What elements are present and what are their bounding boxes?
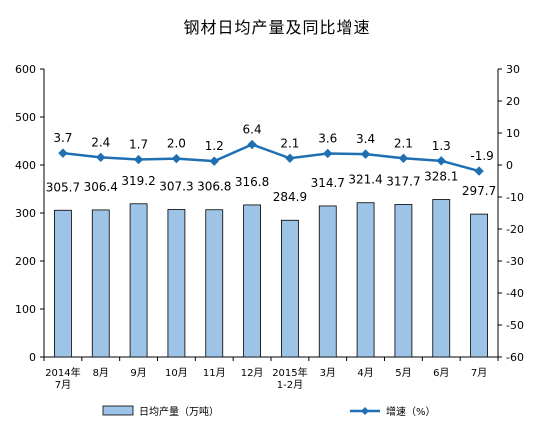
bar-value-label: 305.7 xyxy=(46,180,80,194)
axes-layer: 0 100 200 300 400 500 600 -60 -50 -40 -30 -20 -10 0 10… xyxy=(15,63,524,391)
growth-line xyxy=(62,143,480,173)
chart-title: 钢材日均产量及同比增速 xyxy=(183,18,371,37)
growth-value-label: -1.9 xyxy=(470,149,493,163)
growth-point xyxy=(171,153,182,164)
bar-value-label: 321.4 xyxy=(348,173,382,187)
growth-value-label: 1.3 xyxy=(432,139,451,153)
x-tick-label: 7月 xyxy=(55,379,71,391)
bar xyxy=(91,209,110,358)
x-tick-label: 8月 xyxy=(93,367,109,379)
growth-value-label: 3.7 xyxy=(53,131,72,145)
growth-point xyxy=(474,166,484,176)
bar xyxy=(281,219,299,358)
legend-line-label: 增速（%） xyxy=(386,405,436,418)
x-tick-label: 7月 xyxy=(471,367,487,379)
left-tick-label: 300 xyxy=(15,207,36,220)
x-tick-label: 2015年 xyxy=(272,366,307,379)
right-tick-label: -60 xyxy=(506,351,524,364)
x-tick-label: 2014年 xyxy=(45,366,80,379)
left-tick-label: 500 xyxy=(15,111,36,124)
legend-line-marker xyxy=(361,407,369,415)
legend-bar-label: 日均产量（万吨） xyxy=(139,405,219,418)
right-tick-label: -50 xyxy=(506,319,524,332)
line-layer xyxy=(58,139,484,176)
right-tick-label: -30 xyxy=(506,255,524,268)
growth-point xyxy=(133,154,144,165)
right-tick-label: -20 xyxy=(506,223,524,236)
bar-value-label: 284.9 xyxy=(273,190,307,204)
left-tick-label: 400 xyxy=(15,159,36,172)
x-tick-label: 5月 xyxy=(395,367,411,379)
growth-value-label: 2.1 xyxy=(280,136,299,150)
growth-point xyxy=(247,139,257,150)
x-tick-label: 1-2月 xyxy=(277,379,303,391)
growth-point xyxy=(398,153,409,163)
bar-value-label: 328.1 xyxy=(424,170,458,184)
right-tick-label: 30 xyxy=(506,63,520,76)
bar-value-label: 306.8 xyxy=(197,180,231,194)
growth-value-label: 1.7 xyxy=(129,138,148,152)
bars-layer xyxy=(54,199,488,358)
bar-value-label: 314.7 xyxy=(311,176,345,190)
right-tick-label: 0 xyxy=(506,159,513,172)
left-tick-label: 100 xyxy=(15,303,36,316)
x-tick-label: 11月 xyxy=(203,367,226,379)
bar xyxy=(470,213,488,358)
growth-value-label: 1.2 xyxy=(205,139,224,153)
left-tick-label: 600 xyxy=(15,63,36,76)
bar xyxy=(54,209,72,358)
x-tick-label: 3月 xyxy=(320,367,336,379)
growth-value-label: 2.0 xyxy=(167,137,186,151)
bar xyxy=(243,204,261,358)
x-tick-label: 10月 xyxy=(165,367,188,379)
growth-point xyxy=(209,156,219,166)
growth-point xyxy=(436,156,446,166)
bar-value-label: 319.2 xyxy=(121,174,155,188)
growth-value-label: 2.4 xyxy=(91,135,110,149)
bar xyxy=(432,199,451,358)
bar-value-label: 316.8 xyxy=(235,175,269,189)
bar xyxy=(356,202,375,358)
legend-bar-swatch xyxy=(102,405,134,416)
bar xyxy=(167,209,186,358)
bar xyxy=(129,203,148,358)
growth-value-label: 6.4 xyxy=(243,123,262,137)
left-tick-label: 0 xyxy=(29,351,36,364)
growth-value-label: 3.4 xyxy=(356,132,375,146)
bar-value-label: 307.3 xyxy=(159,179,193,193)
bar-value-label: 306.4 xyxy=(84,180,118,194)
left-tick-label: 200 xyxy=(15,255,36,268)
right-tick-label: 20 xyxy=(506,95,520,108)
legend: 日均产量（万吨） 增速（%） xyxy=(102,405,436,418)
x-tick-label: 6月 xyxy=(433,367,449,379)
growth-point xyxy=(323,148,333,159)
x-tick-label: 9月 xyxy=(130,367,146,379)
data-labels-layer: 305.7 306.4 319.2 307.3 306.8 316.8 284.9 314.7… xyxy=(46,123,497,205)
growth-point xyxy=(96,152,106,163)
bar-value-label: 317.7 xyxy=(386,175,420,189)
growth-value-label: 2.1 xyxy=(394,136,413,150)
right-tick-label: -40 xyxy=(506,287,524,300)
growth-point xyxy=(58,148,68,158)
bar xyxy=(394,204,413,358)
growth-point xyxy=(285,153,295,163)
right-tick-label: -10 xyxy=(506,191,524,204)
bar-value-label: 297.7 xyxy=(462,184,496,198)
growth-value-label: 3.6 xyxy=(318,131,337,145)
bar xyxy=(205,209,224,358)
x-tick-label: 12月 xyxy=(241,367,264,379)
growth-point xyxy=(360,149,371,159)
right-tick-label: 10 xyxy=(506,127,520,140)
bar xyxy=(318,205,337,358)
x-tick-label: 4月 xyxy=(357,367,373,379)
